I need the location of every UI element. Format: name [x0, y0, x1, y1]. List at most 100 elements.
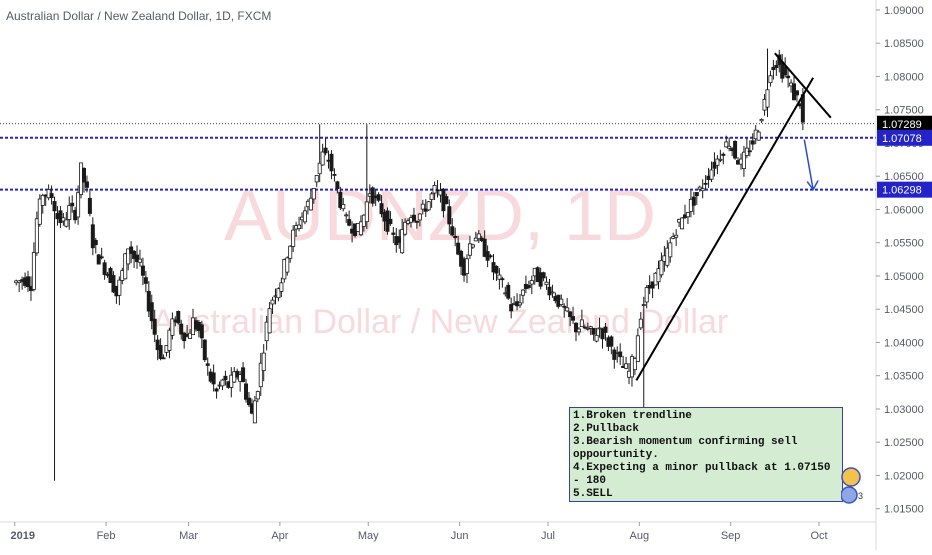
candle-body	[311, 187, 316, 200]
candle-body	[718, 158, 723, 161]
candle-body	[403, 221, 408, 235]
candle-body	[70, 202, 75, 207]
candle	[600, 327, 605, 349]
candle-body	[308, 197, 313, 211]
candle	[597, 317, 602, 338]
candle-body	[674, 234, 679, 238]
candle-body	[152, 318, 157, 335]
trendline	[774, 52, 832, 119]
time-axis[interactable]: 2019 Feb Mar Apr May Jun Jul Aug Sep Oct	[0, 521, 876, 542]
candle-body	[685, 212, 690, 218]
candle	[582, 324, 587, 330]
candle-body	[391, 232, 396, 235]
candle	[550, 284, 555, 298]
candle-body	[96, 254, 101, 265]
candle	[603, 322, 608, 341]
candle	[733, 140, 738, 160]
candle	[571, 306, 576, 324]
candle-body	[84, 181, 89, 188]
candle-body	[244, 383, 249, 400]
candle-body	[550, 291, 555, 294]
candle	[40, 193, 45, 214]
candle-body	[783, 66, 788, 76]
candle-body	[709, 169, 714, 180]
candle	[727, 137, 732, 152]
note-line: 4.Expecting a minor pullback at 1.07150 …	[573, 462, 838, 487]
note-line: 3.Bearish momentum confirming sell oppou…	[573, 436, 805, 461]
candle-body	[774, 64, 779, 69]
horizontal-levels	[0, 123, 876, 191]
candle-body	[644, 287, 649, 303]
idea-avatar-icon	[841, 467, 861, 487]
candle-body	[568, 311, 573, 318]
candle	[285, 256, 290, 276]
candle-body	[432, 185, 437, 194]
note-line: 2.Pullback	[573, 423, 640, 435]
analysis-note[interactable]: 1.Broken trendline 2.Pullback 3.Bearish …	[569, 407, 843, 502]
candle	[358, 215, 363, 237]
candle-body	[691, 196, 696, 206]
candle	[541, 271, 546, 282]
candle-body	[538, 272, 543, 287]
candle	[202, 339, 207, 362]
candle	[267, 302, 272, 334]
candle-body	[576, 328, 581, 333]
candle-body	[199, 324, 204, 339]
candle	[140, 257, 145, 286]
candle-body	[526, 285, 531, 288]
candle	[644, 284, 649, 309]
candle-body	[765, 89, 770, 108]
candle-body	[64, 219, 69, 227]
candle-body	[473, 237, 478, 242]
candle	[568, 311, 573, 327]
candle-body	[288, 245, 293, 259]
candle	[494, 265, 499, 281]
drawings	[635, 52, 832, 381]
candle-body	[509, 304, 514, 312]
ideas-badge[interactable]: 3	[841, 466, 863, 504]
watermark-name: Australian Dollar / New Zealand Dollar	[152, 303, 728, 341]
candle-body	[358, 221, 363, 236]
candle	[152, 309, 157, 342]
candle-body	[506, 284, 511, 299]
candle-body	[285, 257, 290, 273]
candle	[744, 137, 749, 159]
candle	[167, 327, 172, 359]
candle	[93, 237, 98, 254]
candle	[783, 57, 788, 78]
candle-body	[450, 226, 455, 236]
candle	[223, 370, 228, 386]
candle	[320, 143, 325, 166]
candle	[526, 280, 531, 290]
price-axis[interactable]: 1.090001.085001.080001.075001.070001.065…	[875, 0, 932, 550]
candle	[117, 276, 122, 306]
candle-body	[320, 151, 325, 166]
candle	[58, 206, 63, 228]
candle-body	[214, 388, 219, 392]
price-tick-label: 1.03000	[884, 404, 924, 416]
candle	[388, 211, 393, 226]
candle	[288, 245, 293, 263]
candles	[14, 48, 805, 481]
candle	[291, 225, 296, 252]
candle-body	[470, 244, 475, 248]
time-tick-label: Aug	[630, 530, 650, 542]
candle	[724, 135, 729, 148]
candle	[694, 192, 699, 205]
candle	[90, 217, 95, 256]
candle-body	[562, 305, 567, 308]
level-label: 1.06298	[882, 185, 922, 197]
candle-body	[37, 198, 42, 225]
candle-body	[588, 326, 593, 329]
candle	[741, 145, 746, 177]
candle-body	[111, 275, 116, 293]
candle	[547, 279, 552, 301]
candle	[450, 218, 455, 237]
time-tick-label: May	[358, 530, 379, 542]
candle	[747, 140, 752, 157]
candle-body	[559, 298, 564, 305]
candle-body	[126, 248, 131, 265]
candle-body	[594, 334, 599, 342]
